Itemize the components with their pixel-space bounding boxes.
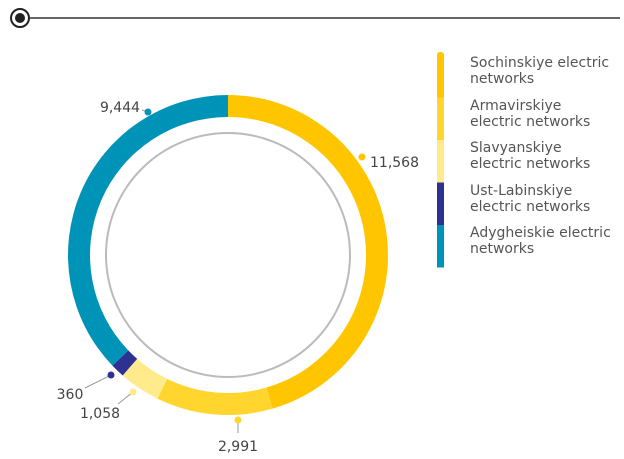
inner-ring xyxy=(105,132,351,378)
label-dot xyxy=(129,388,137,396)
legend-swatch xyxy=(437,182,444,225)
legend-label: Ust-Labinskiye electric networks xyxy=(470,182,591,215)
label-dot xyxy=(234,416,242,424)
value-label: 9,444 xyxy=(100,100,140,116)
label-dot xyxy=(107,371,115,379)
legend-label: Slavyanskiye electric networks xyxy=(470,140,591,172)
legend-swatch xyxy=(437,225,444,268)
legend-swatch xyxy=(437,97,444,140)
label-dot xyxy=(144,108,152,116)
legend-swatch xyxy=(437,55,444,98)
legend-cap-top xyxy=(437,52,444,58)
donut-segment xyxy=(122,358,168,399)
value-label: 11,568 xyxy=(370,155,419,171)
legend-label: Armavirskiye electric networks xyxy=(470,97,591,130)
leader-line xyxy=(84,374,112,389)
header-icon-dot xyxy=(15,13,25,23)
legend-label: Adygheiskie electric networks xyxy=(470,225,611,257)
label-dot xyxy=(358,153,366,161)
value-label: 2,991 xyxy=(218,439,258,455)
donut-segment xyxy=(68,95,228,366)
donut-segment xyxy=(228,95,389,409)
legend-label: Sochinskiye electric networks xyxy=(470,55,610,87)
donut-segment xyxy=(112,350,138,376)
legend-cap-bottom xyxy=(437,260,444,266)
legend-swatch xyxy=(437,140,444,183)
value-label: 360 xyxy=(57,387,84,403)
value-label: 1,058 xyxy=(80,406,120,422)
donut-segment xyxy=(157,378,273,415)
